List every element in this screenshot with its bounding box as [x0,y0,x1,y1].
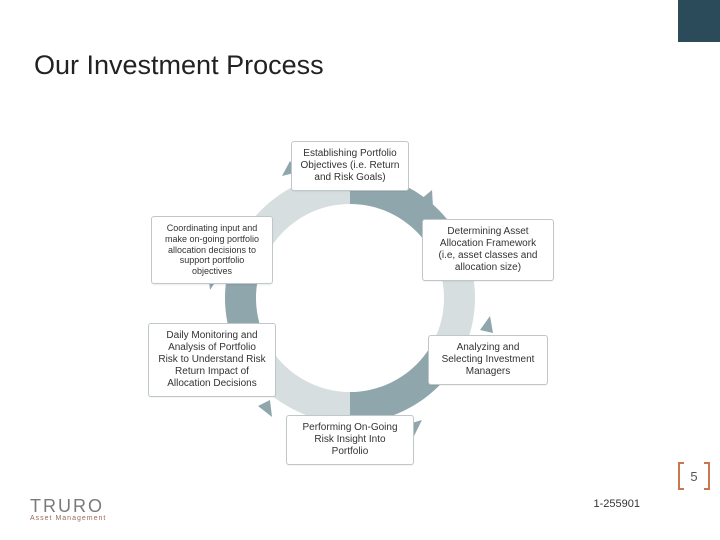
page-number-badge: 5 [678,462,710,490]
logo-name: TRURO [30,496,106,517]
process-step-1: Establishing Portfolio Objectives (i.e. … [291,141,409,191]
process-cycle: Establishing Portfolio Objectives (i.e. … [170,130,530,465]
page-title: Our Investment Process [34,50,324,81]
process-step-3: Analyzing and Selecting Investment Manag… [428,335,548,385]
process-step-5: Daily Monitoring and Analysis of Portfol… [148,323,276,397]
brand-logo: TRURO Asset Management [30,496,106,522]
process-step-4: Performing On-Going Risk Insight Into Po… [286,415,414,465]
process-step-6: Coordinating input and make on-going por… [151,216,273,284]
logo-subtitle: Asset Management [30,515,106,522]
page-number: 5 [690,469,697,484]
process-step-2: Determining Asset Allocation Framework (… [422,219,554,281]
corner-accent [678,0,720,42]
document-number: 1-255901 [594,498,641,510]
